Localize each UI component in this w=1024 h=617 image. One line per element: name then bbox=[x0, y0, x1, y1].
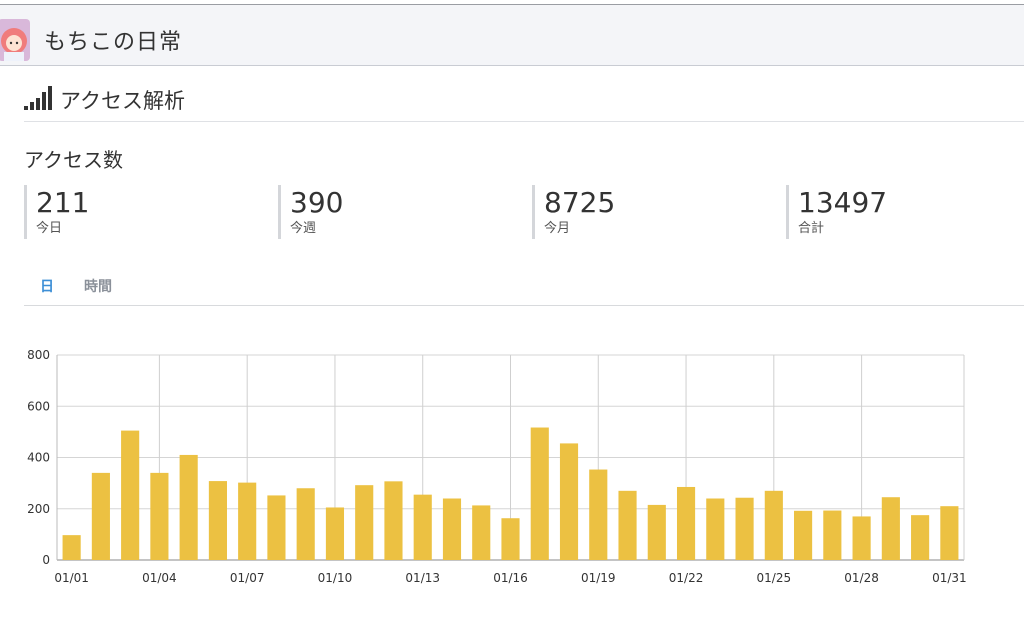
bar-01-10[interactable] bbox=[325, 507, 345, 560]
bar-01-23[interactable] bbox=[706, 498, 725, 561]
bar-01-01[interactable] bbox=[62, 535, 81, 560]
stat-label: 今週 bbox=[290, 221, 317, 236]
bar-01-02[interactable] bbox=[91, 472, 110, 560]
bar-01-16[interactable] bbox=[501, 518, 520, 560]
bar-01-20[interactable] bbox=[618, 490, 637, 560]
stat-today: 211 今日 bbox=[24, 185, 274, 239]
x-tick-label: 01/22 bbox=[669, 571, 704, 585]
stat-value: 8725 bbox=[544, 186, 616, 219]
bar-01-25[interactable] bbox=[764, 490, 783, 560]
bar-01-31[interactable] bbox=[940, 506, 959, 560]
stat-label: 今月 bbox=[544, 221, 571, 236]
x-tick-label: 01/25 bbox=[757, 571, 792, 585]
x-tick-label: 01/16 bbox=[493, 571, 528, 585]
bar-01-19[interactable] bbox=[589, 469, 608, 560]
bar-01-17[interactable] bbox=[530, 427, 549, 560]
y-tick-label: 200 bbox=[27, 502, 50, 516]
bar-01-06[interactable] bbox=[208, 481, 227, 560]
bar-01-24[interactable] bbox=[735, 497, 754, 560]
y-tick-label: 400 bbox=[27, 451, 50, 465]
tab-day[interactable]: 日 bbox=[40, 279, 54, 295]
bar-01-29[interactable] bbox=[881, 497, 900, 560]
tab-hour[interactable]: 時間 bbox=[84, 279, 112, 295]
bar-01-28[interactable] bbox=[852, 516, 871, 560]
avatar-girl-icon bbox=[1, 28, 27, 61]
stat-total: 13497 合計 bbox=[786, 185, 1016, 239]
bar-01-05[interactable] bbox=[179, 454, 198, 560]
x-tick-label: 01/19 bbox=[581, 571, 616, 585]
bar-01-04[interactable] bbox=[150, 472, 169, 560]
bar-01-13[interactable] bbox=[413, 494, 432, 560]
bar-01-14[interactable] bbox=[442, 498, 462, 561]
x-tick-label: 01/07 bbox=[230, 571, 265, 585]
stat-label: 合計 bbox=[798, 221, 825, 236]
bar-01-30[interactable] bbox=[911, 515, 930, 560]
blog-title[interactable]: もちこの日常 bbox=[44, 30, 183, 55]
x-tick-label: 01/04 bbox=[142, 571, 177, 585]
signal-bars-icon bbox=[24, 86, 52, 110]
bar-01-27[interactable] bbox=[823, 510, 842, 560]
bar-01-22[interactable] bbox=[676, 486, 696, 560]
bar-01-03[interactable] bbox=[121, 430, 140, 560]
bar-01-18[interactable] bbox=[559, 443, 579, 560]
y-tick-label: 600 bbox=[27, 399, 50, 413]
stats-title: アクセス数 bbox=[24, 148, 123, 172]
x-tick-label: 01/13 bbox=[405, 571, 440, 585]
section-title: アクセス解析 bbox=[60, 89, 185, 113]
bar-01-26[interactable] bbox=[794, 510, 813, 560]
bar-01-08[interactable] bbox=[267, 495, 286, 560]
avatar[interactable] bbox=[0, 19, 30, 61]
x-tick-label: 01/31 bbox=[932, 571, 967, 585]
bar-01-07[interactable] bbox=[238, 482, 257, 560]
y-tick-label: 800 bbox=[27, 348, 50, 362]
stat-this-week: 390 今週 bbox=[278, 185, 528, 239]
section-header: アクセス解析 bbox=[24, 80, 1024, 122]
range-tabs: 日 時間 bbox=[24, 262, 1024, 306]
access-bar-chart: 0 200 400 600 800 01/01 01/04 01/07 01/10 01/13 01… bbox=[27, 348, 967, 585]
y-tick-label: 0 bbox=[42, 553, 50, 567]
bar-01-11[interactable] bbox=[355, 485, 374, 560]
stat-value: 211 bbox=[36, 186, 90, 219]
stat-value: 13497 bbox=[798, 186, 888, 219]
x-tick-label: 01/01 bbox=[54, 571, 89, 585]
bar-01-21[interactable] bbox=[647, 504, 666, 560]
stat-value: 390 bbox=[290, 186, 344, 219]
stat-this-month: 8725 今月 bbox=[532, 185, 782, 239]
bar-01-09[interactable] bbox=[296, 488, 315, 560]
stat-label: 今日 bbox=[36, 221, 63, 236]
bar-01-15[interactable] bbox=[472, 505, 491, 560]
blog-header: もちこの日常 bbox=[0, 4, 1024, 66]
x-tick-label: 01/10 bbox=[318, 571, 353, 585]
x-tick-label: 01/28 bbox=[844, 571, 879, 585]
bar-01-12[interactable] bbox=[384, 481, 403, 560]
